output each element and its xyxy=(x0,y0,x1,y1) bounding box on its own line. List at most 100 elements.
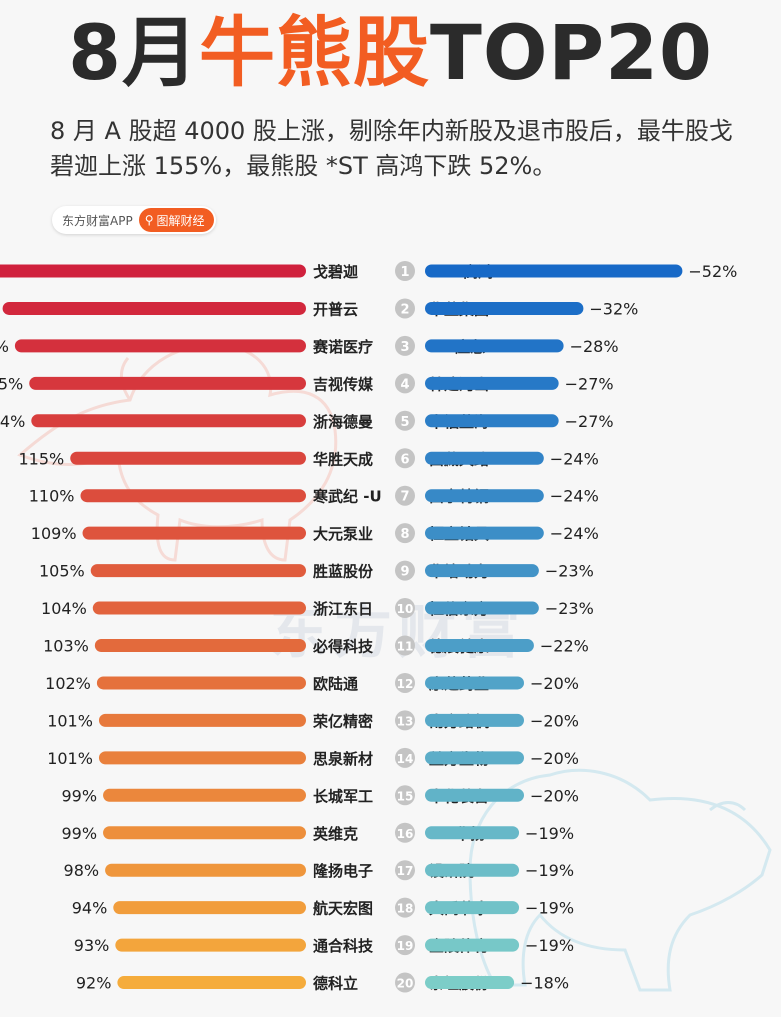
bull-bar xyxy=(96,676,307,690)
bear-value-label: −20% xyxy=(530,711,579,730)
rank-circle xyxy=(395,672,415,693)
bull-stock-name: 吉视传媒 xyxy=(313,375,374,393)
bear-bar xyxy=(425,863,520,877)
bear-bar xyxy=(425,414,559,428)
rank-number: 6 xyxy=(400,452,409,467)
bull-value-label: 101% xyxy=(47,711,93,730)
bear-value-label: −18% xyxy=(520,974,569,993)
page-subtitle: 8 月 A 股超 4000 股上涨，剔除年内新股及退市股后，最牛股戈碧迦上涨 1… xyxy=(50,117,733,180)
bull-bar xyxy=(103,788,306,802)
bear-bar xyxy=(425,301,584,315)
bull-stock-name: 寒武纪 -U xyxy=(313,488,382,506)
bull-bar xyxy=(105,863,306,877)
bull-bar xyxy=(0,264,306,278)
rank-circle xyxy=(395,373,415,394)
bull-value-label: 104% xyxy=(41,599,87,618)
rank-number: 8 xyxy=(400,527,409,542)
bear-bar xyxy=(425,526,544,540)
rank-circle xyxy=(395,897,415,918)
title-month: 8月 xyxy=(68,8,199,97)
bear-value-label: −19% xyxy=(525,899,574,918)
rank-circle xyxy=(395,298,415,319)
rank-number: 5 xyxy=(400,415,409,430)
bull-stock-name: 赛诺医疗 xyxy=(312,338,373,356)
bull-bar xyxy=(2,301,306,315)
bull-value-label: 110% xyxy=(29,487,75,506)
rank-number: 13 xyxy=(397,714,414,728)
bear-bar xyxy=(425,826,520,840)
bull-bar xyxy=(14,339,307,353)
bear-value-label: −20% xyxy=(530,674,579,693)
rank-number: 3 xyxy=(400,340,409,355)
bull-value-label: 102% xyxy=(45,674,91,693)
rank-number: 12 xyxy=(397,677,414,691)
bull-value-label: 99% xyxy=(61,786,97,805)
rank-number: 17 xyxy=(397,864,414,878)
bull-stock-name: 荣亿精密 xyxy=(312,712,373,730)
bear-value-label: −20% xyxy=(530,749,579,768)
bull-stock-name: 浙海德曼 xyxy=(313,413,373,431)
bull-bar xyxy=(82,526,306,540)
rank-circle xyxy=(395,710,415,731)
rank-number: 15 xyxy=(397,789,414,803)
bear-value-label: −24% xyxy=(550,449,599,468)
bear-value-label: −20% xyxy=(530,786,579,805)
bull-bar xyxy=(113,901,306,915)
bear-silhouette xyxy=(468,768,772,992)
rank-number: 10 xyxy=(397,602,414,616)
bull-bar xyxy=(90,564,306,578)
column-badge-label: 图解财经 xyxy=(156,213,205,228)
bull-value-label: 135% xyxy=(0,374,23,393)
rank-number: 19 xyxy=(397,939,414,953)
bull-stock-name: 欧陆通 xyxy=(313,675,358,693)
bull-stock-name: 德科立 xyxy=(313,975,358,993)
rank-number: 9 xyxy=(400,565,409,580)
rank-circle xyxy=(395,860,415,881)
rank-circle xyxy=(395,822,415,843)
bull-value-label: 105% xyxy=(39,562,85,581)
bull-bar xyxy=(115,938,306,952)
bull-value-label: 109% xyxy=(31,524,77,543)
title-tail: TOP20 xyxy=(429,8,713,97)
rank-number: 1 xyxy=(400,265,409,280)
bear-bar xyxy=(425,901,520,915)
bull-stock-name: 思泉新材 xyxy=(313,750,373,768)
rank-circle xyxy=(395,560,415,581)
bull-stock-name: 胜蓝股份 xyxy=(313,563,374,581)
bear-value-label: −22% xyxy=(540,637,589,656)
bear-bar xyxy=(425,339,564,353)
bear-bar xyxy=(425,976,515,990)
rank-circle xyxy=(395,598,415,619)
rank-number: 20 xyxy=(397,977,414,991)
bear-value-label: −19% xyxy=(525,824,574,843)
source-tag: 东方财富APP ⚲ 图解财经 xyxy=(52,206,216,234)
bear-value-label: −32% xyxy=(589,299,638,318)
rank-circle xyxy=(395,785,415,806)
bear-bar xyxy=(425,639,534,652)
rank-circle xyxy=(395,448,415,469)
rank-number: 7 xyxy=(400,490,409,505)
bull-value-label: 134% xyxy=(0,412,25,431)
bull-bar xyxy=(29,376,306,390)
bear-bar xyxy=(425,676,524,690)
source-name: 东方财富APP xyxy=(62,213,133,228)
bear-bar xyxy=(425,788,524,802)
bear-value-label: −52% xyxy=(688,262,737,281)
bull-value-label: 93% xyxy=(74,936,110,955)
bull-value-label: 103% xyxy=(43,637,89,656)
bear-value-label: −19% xyxy=(525,936,574,955)
bull-stock-name: 大元泵业 xyxy=(313,525,373,543)
page-title: 8月牛熊股TOP20 xyxy=(0,8,781,98)
bear-value-label: −24% xyxy=(550,487,599,506)
bull-stock-name: 通合科技 xyxy=(313,937,374,955)
bear-bar xyxy=(425,451,544,465)
bull-stock-name: 航天宏图 xyxy=(313,900,373,918)
rank-circle xyxy=(395,523,415,544)
bull-value-label: 142% xyxy=(0,337,9,356)
bull-bar xyxy=(94,639,306,652)
rank-number: 18 xyxy=(397,902,414,916)
rank-number: 4 xyxy=(400,377,409,392)
column-badge[interactable]: ⚲ 图解财经 xyxy=(138,208,214,232)
rank-number: 2 xyxy=(400,302,409,317)
bull-stock-name: 长城军工 xyxy=(313,787,373,805)
